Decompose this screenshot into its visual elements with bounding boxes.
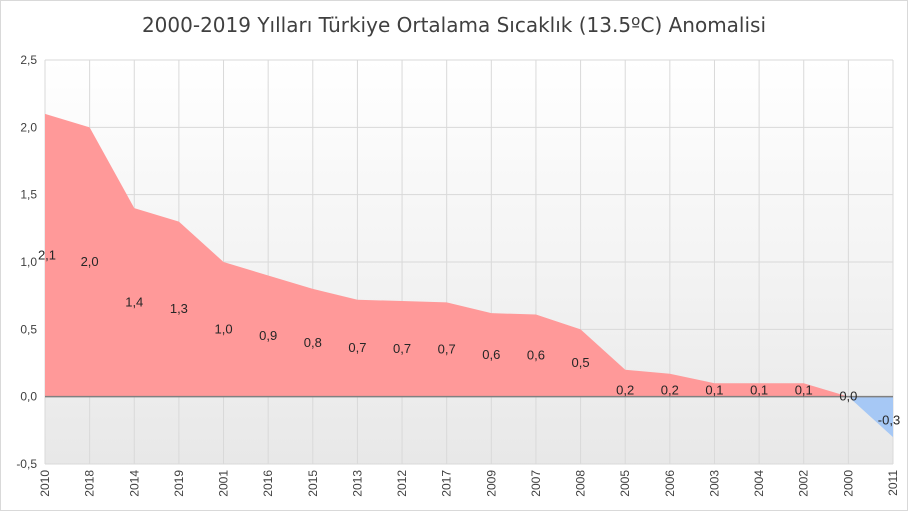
y-tick-label: -0,5 xyxy=(16,457,37,471)
x-tick-label: 2013 xyxy=(350,470,364,497)
x-tick-label: 2003 xyxy=(707,470,721,497)
x-tick-label: 2008 xyxy=(574,470,588,497)
x-tick-label: 2005 xyxy=(618,470,632,497)
area-series xyxy=(45,113,893,438)
chart-title: 2000-2019 Yılları Türkiye Ortalama Sıcak… xyxy=(141,13,767,37)
data-label: 0,9 xyxy=(259,328,277,343)
x-tick-label: 2015 xyxy=(306,470,320,497)
y-tick-label: 1,5 xyxy=(20,188,37,202)
y-tick-label: 0,5 xyxy=(20,322,37,336)
data-label: 0,1 xyxy=(705,383,723,398)
x-tick-label: 2009 xyxy=(484,470,498,497)
data-label: 0,7 xyxy=(438,342,456,357)
data-label: 0,2 xyxy=(661,383,679,398)
x-tick-label: 2001 xyxy=(217,470,231,497)
data-label: 1,4 xyxy=(125,294,143,309)
data-label: 0,8 xyxy=(304,335,322,350)
data-label: 2,1 xyxy=(38,247,56,262)
x-tick-label: 2019 xyxy=(172,470,186,497)
data-label: 0,7 xyxy=(393,341,411,356)
x-tick-label: 2012 xyxy=(395,470,409,497)
x-tick-label: 2007 xyxy=(529,470,543,497)
data-label: 0,2 xyxy=(616,383,634,398)
data-label: 2,0 xyxy=(81,254,99,269)
x-tick-label: 2018 xyxy=(83,470,97,497)
x-tick-label: 2017 xyxy=(440,470,454,497)
x-tick-label: 2006 xyxy=(663,470,677,497)
x-tick-label: 2002 xyxy=(797,470,811,497)
data-label: 0,1 xyxy=(750,383,768,398)
x-tick-label: 2016 xyxy=(261,470,275,497)
x-tick-label: 2000 xyxy=(841,470,855,497)
data-label: 1,0 xyxy=(214,321,232,336)
axes: -0,5 0,0 0,5 1,0 1,5 2,0 2,5 2010 2018 2014 2019 20… xyxy=(16,53,900,497)
y-tick-label: 0,0 xyxy=(20,390,37,404)
y-tick-label: 2,0 xyxy=(20,120,37,134)
data-label: 0,7 xyxy=(348,340,366,355)
data-label: 0,5 xyxy=(572,355,590,370)
data-label: 1,3 xyxy=(170,301,188,316)
positive-area xyxy=(45,113,893,397)
data-label: -0,3 xyxy=(878,413,900,428)
data-label: 0,0 xyxy=(839,389,857,404)
data-label: 0,6 xyxy=(482,347,500,362)
data-label: 0,1 xyxy=(795,383,813,398)
x-tick-label: 2004 xyxy=(752,470,766,497)
y-tick-label: 1,0 xyxy=(20,255,37,269)
x-tick-label: 2014 xyxy=(127,470,141,497)
x-tick-label: 2011 xyxy=(886,470,900,496)
data-label: 0,6 xyxy=(527,348,545,363)
x-tick-label: 2010 xyxy=(38,470,52,497)
y-tick-label: 2,5 xyxy=(20,53,37,67)
data-labels: 2,1 2,0 1,4 1,3 1,0 0,9 0,8 0,7 0,7 0,7 0,6 0,6 0,5 0… xyxy=(38,247,900,427)
